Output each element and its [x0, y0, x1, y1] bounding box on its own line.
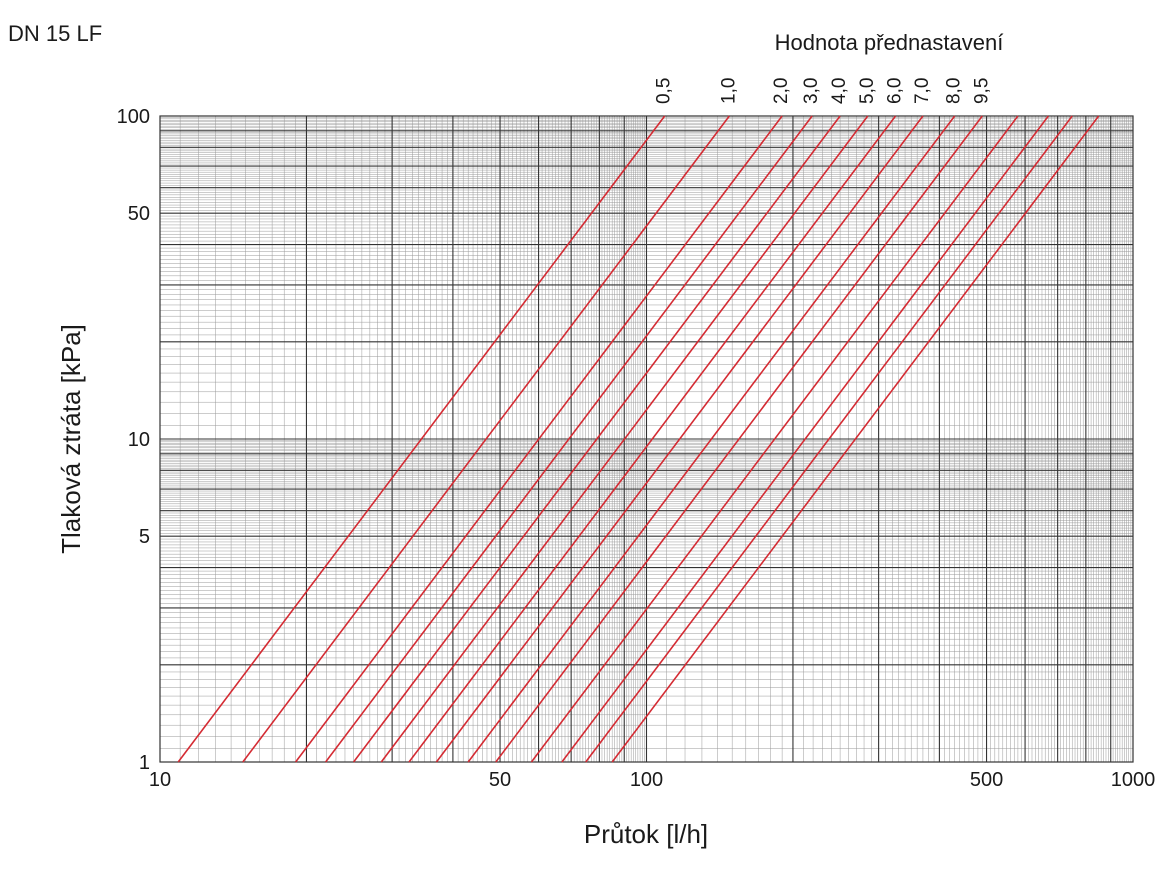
series-line	[467, 115, 956, 763]
x-tick-label: 500	[970, 769, 1003, 791]
x-tick-label: 10	[149, 769, 171, 791]
series-line	[242, 115, 730, 763]
series-label: 6,0	[885, 78, 906, 104]
chart-title: DN 15 LF	[8, 21, 102, 46]
series-label: 1,0	[718, 78, 739, 104]
series-label: 5,0	[857, 78, 878, 104]
series-line	[352, 115, 841, 763]
series-line	[324, 115, 813, 763]
x-tick-labels: 10 50 100 500 1000	[149, 769, 1155, 791]
series-line	[380, 115, 869, 763]
series-label: 2,0	[771, 78, 792, 104]
x-tick-label: 1000	[1111, 769, 1156, 791]
series-label: 8,0	[944, 78, 965, 104]
y-tick-labels: 1 5 10 50 100	[117, 106, 150, 774]
y-tick-label: 5	[139, 526, 150, 548]
x-axis-label: Průtok [l/h]	[584, 819, 708, 849]
series-label: 3,0	[801, 78, 822, 104]
y-tick-label: 1	[139, 752, 150, 774]
series-line	[561, 115, 1050, 763]
series-line	[294, 115, 783, 763]
series-line	[495, 115, 983, 763]
plot-frame	[159, 115, 1134, 763]
y-tick-label: 50	[128, 203, 150, 225]
series-label: 9,5	[971, 78, 992, 104]
series-line	[435, 115, 924, 763]
series-labels: 0,5 1,0 2,0 3,0 4,0 5,0 6,0 7,0 8,0 9,5	[654, 78, 993, 104]
series-label: 4,0	[829, 78, 850, 104]
y-tick-label: 10	[128, 429, 150, 451]
series-line	[177, 115, 666, 763]
series-label: 7,0	[912, 78, 933, 104]
series-lines	[177, 115, 1100, 763]
legend-title: Hodnota přednastavení	[775, 30, 1004, 55]
series-line	[611, 115, 1100, 763]
y-tick-label: 100	[117, 106, 150, 128]
y-axis-label: Tlaková ztráta [kPa]	[56, 324, 86, 554]
x-tick-label: 100	[630, 769, 663, 791]
major-gridlines	[160, 116, 1133, 762]
series-label: 0,5	[654, 78, 675, 104]
series-line	[585, 115, 1073, 763]
series-line	[408, 115, 897, 763]
series-line	[530, 115, 1019, 763]
x-tick-label: 50	[489, 769, 511, 791]
